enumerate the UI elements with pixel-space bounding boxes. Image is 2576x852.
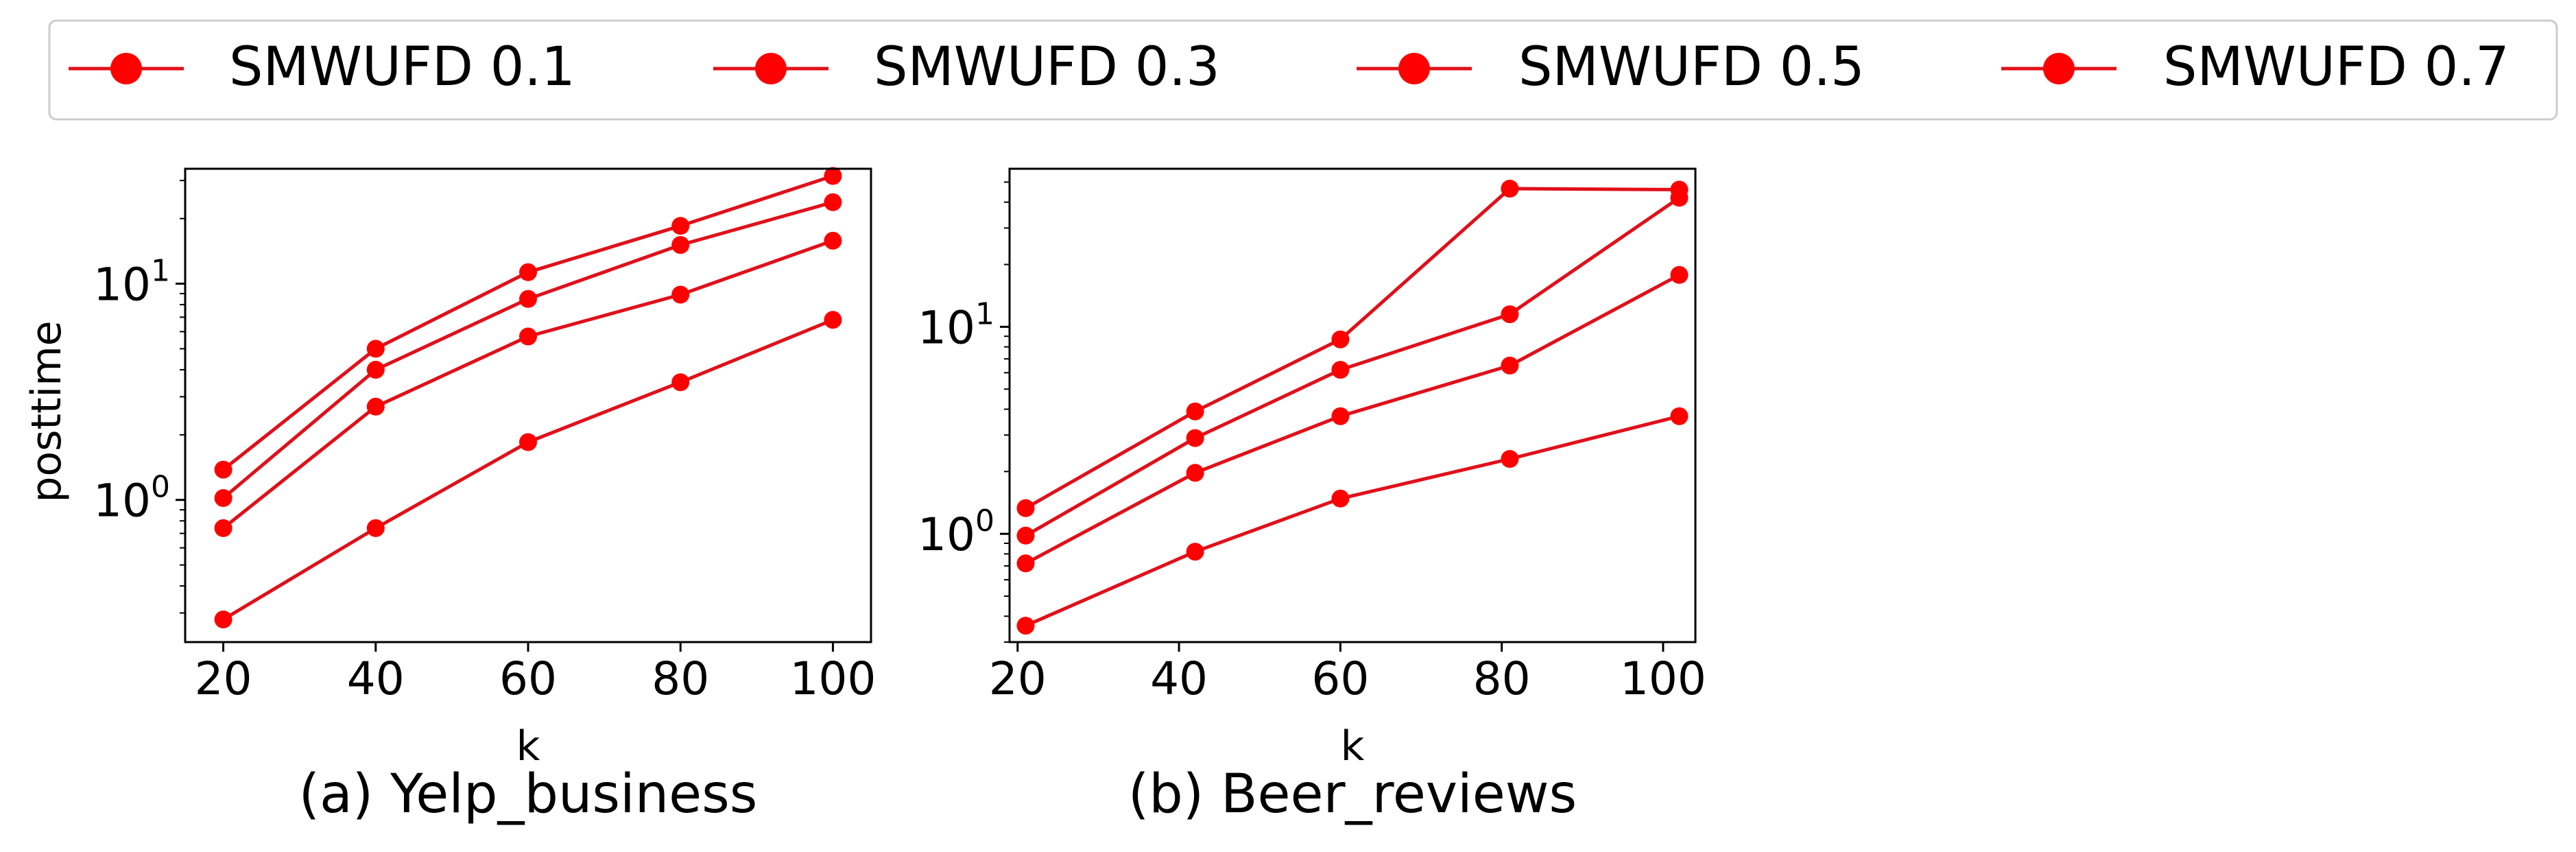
data-point [214, 489, 232, 507]
x-tick-label: 60 [1311, 652, 1369, 705]
data-point [1331, 407, 1350, 425]
legend-marker-icon [2043, 53, 2075, 84]
data-point [1331, 361, 1350, 379]
plot-frame [184, 167, 872, 643]
series-line [1025, 196, 1680, 537]
data-point [1331, 489, 1350, 508]
data-point [519, 433, 537, 451]
data-point [1670, 180, 1689, 199]
y-tick-label: 100 [918, 504, 994, 561]
data-point [1670, 407, 1689, 425]
data-point [671, 373, 690, 392]
legend-label: SMWUFD 0.5 [1518, 36, 1865, 98]
series-line [222, 318, 834, 622]
x-tick-label: 40 [1150, 652, 1208, 705]
chart-panel-beer-reviews: 20 40 60 80 100 100 101 k (b) Beer_reviews [918, 167, 1706, 825]
data-point [214, 519, 232, 537]
legend-label: SMWUFD 0.7 [2163, 36, 2509, 98]
data-point [1016, 554, 1035, 573]
legend-label: SMWUFD 0.3 [874, 36, 1220, 98]
data-point [671, 217, 690, 235]
series-line [222, 174, 834, 471]
chart-caption: (a) Yelp_business [299, 764, 758, 825]
data-point [519, 289, 537, 308]
data-point [519, 263, 537, 281]
data-point [366, 361, 385, 379]
plot-marks [214, 167, 842, 628]
data-point [824, 167, 842, 185]
data-point [1331, 330, 1350, 348]
data-point [1186, 402, 1204, 421]
x-axis-ticks: 20 40 60 80 100 [195, 642, 876, 705]
data-point [824, 231, 842, 250]
x-tick-label: 40 [347, 652, 405, 705]
series-line [1025, 187, 1680, 510]
series-line [1025, 414, 1680, 628]
x-tick-label: 100 [789, 652, 876, 705]
data-point [1670, 265, 1689, 284]
plot-frame [1008, 167, 1697, 643]
data-point [366, 397, 385, 416]
data-point [1501, 305, 1519, 324]
data-point [1501, 180, 1519, 198]
data-point [671, 236, 690, 255]
data-point [1016, 526, 1035, 545]
chart-panel-yelp-business: 20 40 60 80 100 100 101 posttime k (a) Yelp_b… [23, 167, 876, 825]
legend-entry: SMWUFD 0.7 [2001, 36, 2509, 98]
y-tick-label: 101 [918, 296, 994, 354]
data-point [1501, 450, 1519, 468]
data-point [824, 193, 842, 211]
legend-marker-icon [755, 53, 787, 84]
x-axis-label: k [1341, 722, 1365, 770]
series-line [1025, 273, 1680, 565]
data-point [214, 460, 232, 479]
x-tick-label: 80 [652, 652, 709, 705]
x-axis-label: k [516, 722, 540, 770]
x-tick-label: 80 [1473, 652, 1531, 705]
data-point [824, 311, 842, 329]
y-tick-label: 100 [93, 470, 170, 528]
y-axis-ticks: 100 101 [918, 181, 1010, 643]
data-point [1186, 543, 1204, 561]
legend-entry: SMWUFD 0.5 [1357, 36, 1865, 98]
legend-label: SMWUFD 0.1 [229, 36, 575, 98]
x-tick-label: 20 [195, 652, 252, 705]
legend-frame [48, 19, 2558, 121]
x-axis-ticks: 20 40 60 80 100 [989, 642, 1706, 705]
plot-marks [1016, 180, 1689, 635]
legend-entry: SMWUFD 0.1 [69, 36, 575, 98]
data-point [671, 285, 690, 304]
data-point [1501, 356, 1519, 375]
chart-caption: (b) Beer_reviews [1128, 764, 1577, 825]
data-point [1186, 464, 1204, 482]
y-axis-ticks: 100 101 [93, 180, 185, 614]
x-tick-label: 60 [499, 652, 557, 705]
legend-marker-icon [110, 53, 142, 84]
y-axis-label: posttime [23, 320, 71, 502]
data-point [366, 340, 385, 358]
data-point [1016, 499, 1035, 517]
series-line [222, 239, 834, 530]
y-tick-label: 101 [93, 254, 170, 311]
data-point [1016, 617, 1035, 635]
data-point [1186, 429, 1204, 447]
data-point [366, 519, 385, 537]
x-tick-label: 20 [989, 652, 1047, 705]
x-tick-label: 100 [1620, 652, 1706, 705]
legend-marker-icon [1398, 53, 1430, 84]
data-point [214, 611, 232, 628]
legend-entry: SMWUFD 0.3 [713, 36, 1220, 98]
legend: SMWUFD 0.1 SMWUFD 0.3 SMWUFD 0.5 SMWUFD … [48, 19, 2558, 121]
data-point [519, 327, 537, 346]
